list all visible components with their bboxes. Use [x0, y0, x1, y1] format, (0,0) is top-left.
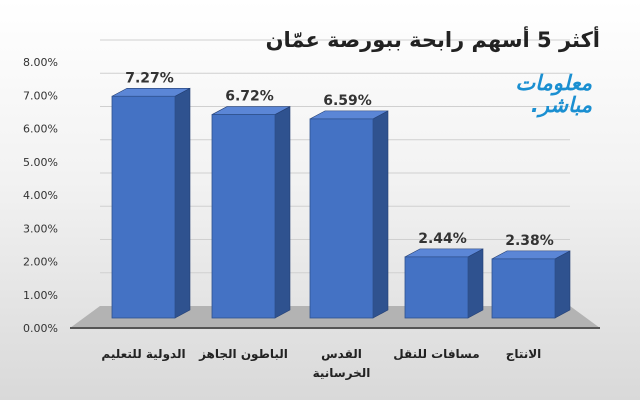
y-tick-label: 8.00% [23, 56, 58, 69]
logo: معلومات مباشر. [512, 72, 592, 116]
y-tick-label: 2.00% [23, 256, 58, 269]
data-label: 7.27% [125, 70, 174, 86]
y-tick-label: 6.00% [23, 123, 58, 136]
y-tick-label: 5.00% [23, 156, 58, 169]
logo-line1: معلومات [515, 71, 592, 95]
bar [111, 95, 176, 319]
data-label: 6.72% [225, 89, 274, 105]
x-category-label: مسافات للنقل [393, 347, 479, 361]
y-tick-label: 3.00% [23, 222, 58, 235]
y-tick-label: 0.00% [23, 322, 58, 335]
bar-side [174, 87, 191, 319]
logo-line2: مباشر. [530, 93, 592, 117]
y-tick-label: 7.00% [23, 89, 58, 102]
y-tick-label: 4.00% [23, 189, 58, 202]
bar-side [372, 110, 389, 319]
x-category-label: الانتاج [506, 347, 542, 361]
chart-title: أكثر 5 أسهم رابحة ببورصة عمّان [265, 28, 600, 52]
bar [211, 114, 276, 319]
x-category-label: القدس [321, 347, 362, 361]
x-category-label: الدولية للتعليم [101, 347, 185, 362]
bar-side [554, 250, 571, 319]
x-category-label: الخرسانية [313, 366, 371, 380]
y-tick-label: 1.00% [23, 289, 58, 302]
bar-side [274, 106, 291, 319]
data-label: 6.59% [323, 93, 372, 109]
bar [309, 118, 374, 319]
bar-side [467, 248, 484, 319]
data-label: 2.38% [505, 233, 554, 249]
x-category-label: الباطون الجاهز [198, 347, 288, 362]
bar [491, 258, 556, 319]
data-label: 2.44% [418, 231, 467, 247]
bar [404, 256, 469, 319]
